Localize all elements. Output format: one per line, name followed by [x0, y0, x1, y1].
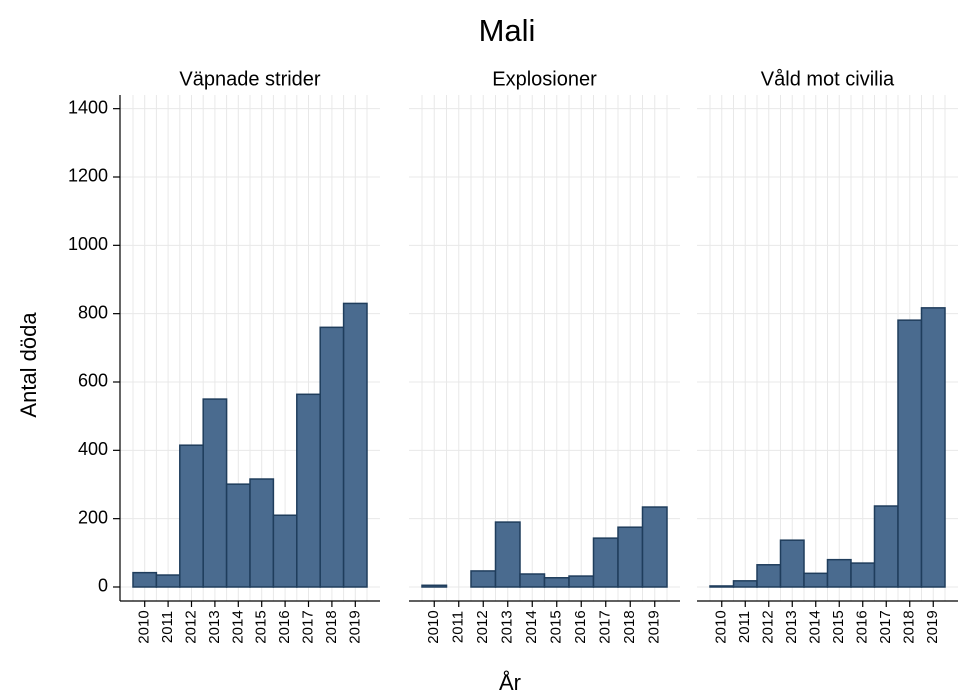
- bar: [519, 573, 546, 588]
- bar: [202, 398, 228, 588]
- bar: [803, 572, 829, 588]
- bar: [641, 506, 668, 588]
- chart-title: Mali: [479, 13, 536, 48]
- x-tick-label: 2012: [474, 610, 491, 643]
- bar: [756, 564, 782, 588]
- x-axis-label: År: [499, 670, 521, 695]
- y-axis-label: Antal döda: [16, 312, 41, 418]
- bar: [342, 302, 368, 588]
- x-tick-label: 2015: [548, 610, 565, 643]
- x-tick-label: 2017: [877, 610, 894, 643]
- x-tick-label: 2017: [597, 610, 614, 643]
- bar: [709, 585, 735, 588]
- y-tick-label: 800: [78, 302, 108, 322]
- bar: [179, 444, 204, 588]
- bar: [249, 478, 275, 588]
- x-tick-label: 2011: [159, 611, 176, 643]
- bar: [155, 574, 181, 588]
- x-tick-label: 2014: [523, 610, 540, 643]
- y-tick-label: 1000: [68, 234, 108, 254]
- x-tick-label: 2015: [830, 610, 847, 643]
- y-tick-label: 1200: [68, 166, 108, 186]
- panel-title: Våld mot civilia: [761, 68, 895, 90]
- x-tick-label: 2011: [450, 611, 467, 643]
- bar: [470, 570, 497, 588]
- bar: [225, 483, 251, 588]
- x-tick-label: 2018: [621, 610, 638, 643]
- bar: [494, 521, 521, 588]
- x-tick-label: 2016: [854, 610, 871, 643]
- x-tick-label: 2018: [323, 610, 340, 643]
- x-tick-label: 2014: [229, 610, 246, 643]
- bar: [132, 571, 158, 588]
- x-tick-label: 2010: [713, 610, 730, 643]
- bar: [421, 584, 448, 588]
- x-tick-label: 2010: [136, 610, 153, 643]
- x-tick-label: 2016: [276, 610, 293, 643]
- bar: [296, 393, 321, 588]
- y-tick-label: 400: [78, 439, 108, 459]
- x-tick-label: 2017: [299, 610, 316, 643]
- bar: [319, 326, 345, 588]
- bar: [617, 526, 644, 588]
- x-tick-label: 2014: [807, 610, 824, 643]
- bar: [920, 307, 946, 588]
- bar: [568, 575, 595, 588]
- bar: [826, 558, 852, 588]
- x-tick-label: 2015: [253, 610, 270, 643]
- x-tick-label: 2010: [425, 610, 442, 643]
- x-tick-label: 2012: [182, 610, 199, 643]
- bar: [897, 319, 923, 588]
- bar: [873, 505, 899, 588]
- x-tick-label: 2019: [924, 610, 941, 643]
- x-tick-label: 2013: [783, 610, 800, 643]
- panel-title: Explosioner: [492, 68, 597, 90]
- bar: [272, 514, 298, 588]
- bar: [592, 537, 619, 588]
- y-tick-label: 200: [78, 507, 108, 527]
- x-tick-label: 2013: [499, 610, 516, 643]
- bar: [850, 562, 876, 588]
- x-tick-label: 2019: [346, 610, 363, 643]
- bar: [779, 539, 805, 588]
- x-tick-label: 2018: [901, 610, 918, 643]
- bar: [543, 577, 570, 588]
- y-tick-label: 0: [98, 576, 108, 596]
- x-tick-label: 2019: [646, 610, 663, 643]
- panel-title: Väpnade strider: [179, 68, 321, 90]
- x-tick-label: 2016: [572, 610, 589, 643]
- x-tick-label: 2011: [736, 611, 753, 643]
- y-tick-label: 600: [78, 371, 108, 391]
- y-tick-label: 1400: [68, 97, 108, 117]
- bar: [732, 580, 758, 588]
- x-tick-label: 2013: [206, 610, 223, 643]
- x-tick-label: 2012: [760, 610, 777, 643]
